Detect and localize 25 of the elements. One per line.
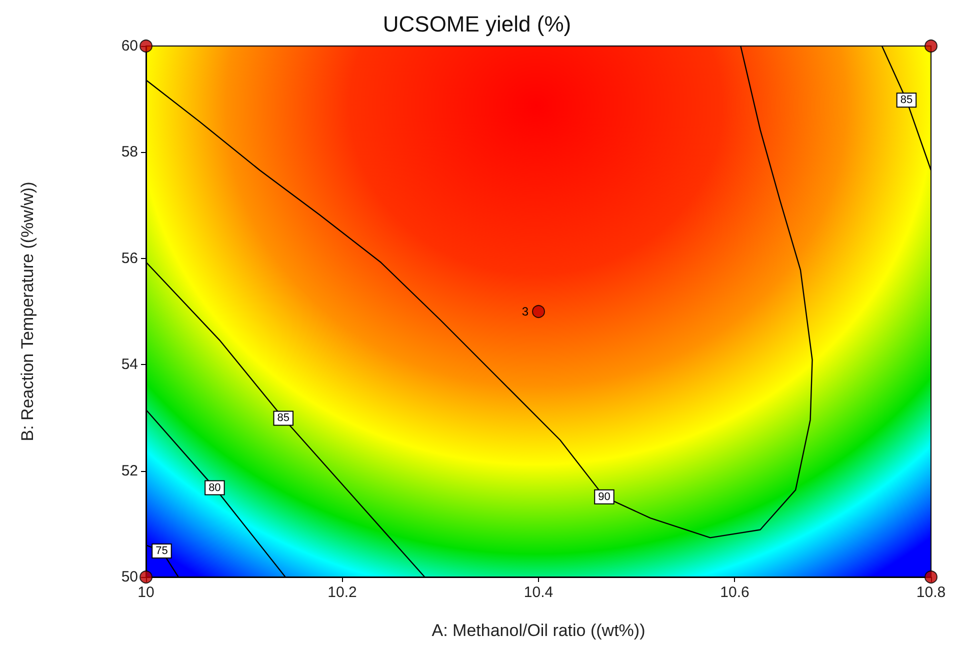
y-tick-label: 52 xyxy=(121,462,138,480)
x-tick-label: 10.2 xyxy=(328,584,357,601)
annotation: 75 xyxy=(156,544,168,557)
annotation: 85 xyxy=(900,94,913,106)
y-axis-title: B: Reaction Temperature ((%w/w)) xyxy=(18,182,37,442)
annotation: 80 xyxy=(208,482,221,494)
x-tick-label: 10.6 xyxy=(720,584,750,601)
y-tick-label: 60 xyxy=(121,38,138,54)
point xyxy=(532,305,545,318)
y-tick-label: 58 xyxy=(121,144,138,161)
annotation: 90 xyxy=(598,490,610,503)
x-axis-title: A: Methanol/Oil ratio ((wt%)) xyxy=(432,621,646,640)
point xyxy=(924,570,938,584)
y-tick-label: 56 xyxy=(121,250,138,267)
chart-title: UCSOME yield (%) xyxy=(382,12,572,36)
point xyxy=(140,570,152,584)
x-tick-label: 10.8 xyxy=(916,584,946,601)
annotation: 85 xyxy=(277,412,290,424)
y-tick-label: 54 xyxy=(121,356,138,374)
annotation: 3 xyxy=(522,304,529,318)
x-tick-label: 10.4 xyxy=(524,584,554,601)
x-tick-label: 10 xyxy=(138,584,154,601)
point xyxy=(924,40,938,52)
y-tick-label: 50 xyxy=(121,568,138,586)
point xyxy=(140,40,152,52)
